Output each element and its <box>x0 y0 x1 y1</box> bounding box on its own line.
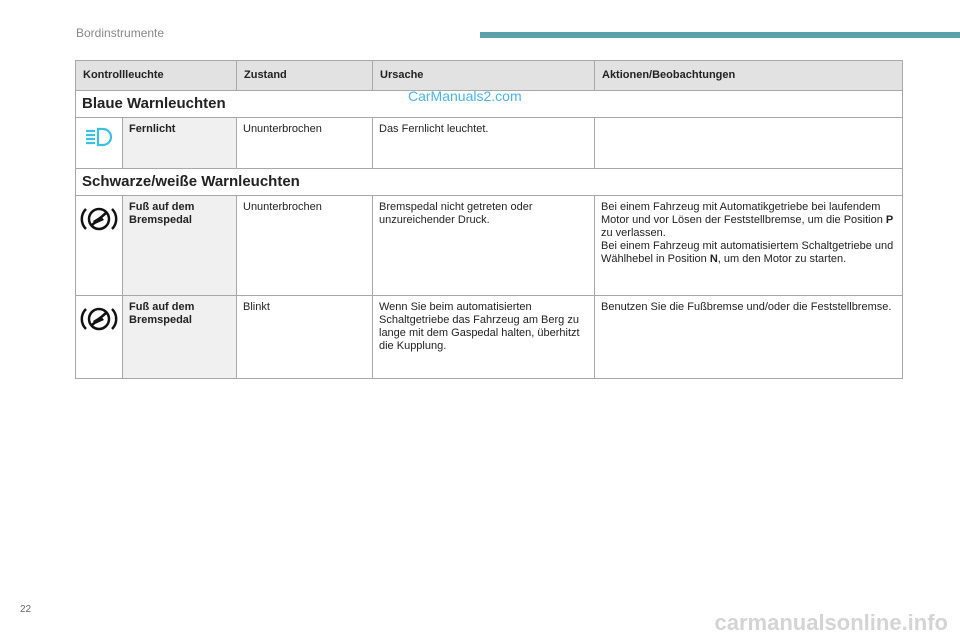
table-row: Fernlicht Ununterbrochen Das Fernlicht l… <box>75 117 903 169</box>
section-title: Blaue Warnleuchten <box>75 90 903 118</box>
cause: Das Fernlicht leuchtet. <box>372 117 595 169</box>
foot-on-brake-icon <box>75 295 123 379</box>
light-name: Fernlicht <box>122 117 237 169</box>
page-number: 22 <box>20 604 32 615</box>
col-kontrollleuchte: Kontrollleuchte <box>75 60 237 91</box>
header-accent-bar <box>480 32 960 38</box>
table-header: Kontrollleuchte Zustand Ursache Aktionen… <box>75 60 903 91</box>
warning-lights-table: Kontrollleuchte Zustand Ursache Aktionen… <box>75 60 903 379</box>
light-name: Fuß auf dem Bremspedal <box>122 295 237 379</box>
section-title: Schwarze/weiße Warnleuchten <box>75 168 903 196</box>
col-aktionen: Aktionen/Beobachtungen <box>594 60 903 91</box>
state: Ununterbrochen <box>236 195 373 296</box>
state: Blinkt <box>236 295 373 379</box>
col-ursache: Ursache <box>372 60 595 91</box>
table-row: Fuß auf dem Bremspedal Blinkt Wenn Sie b… <box>75 295 903 379</box>
table-row: Fuß auf dem Bremspedal Ununterbrochen Br… <box>75 195 903 296</box>
action <box>594 117 903 169</box>
watermark: CarManuals2.com <box>408 88 522 104</box>
cause: Bremspedal nicht getreten oder unzureich… <box>372 195 595 296</box>
col-zustand: Zustand <box>236 60 373 91</box>
foot-on-brake-icon <box>75 195 123 296</box>
action: Benutzen Sie die Fußbremse und/oder die … <box>594 295 903 379</box>
footer-watermark: carmanualsonline.info <box>714 610 949 635</box>
action: Bei einem Fahrzeug mit Automatikgetriebe… <box>594 195 903 296</box>
high-beam-icon <box>75 117 123 169</box>
section-header: Bordinstrumente <box>76 26 165 40</box>
state: Ununterbrochen <box>236 117 373 169</box>
cause: Wenn Sie beim automatisierten Schaltgetr… <box>372 295 595 379</box>
light-name: Fuß auf dem Bremspedal <box>122 195 237 296</box>
